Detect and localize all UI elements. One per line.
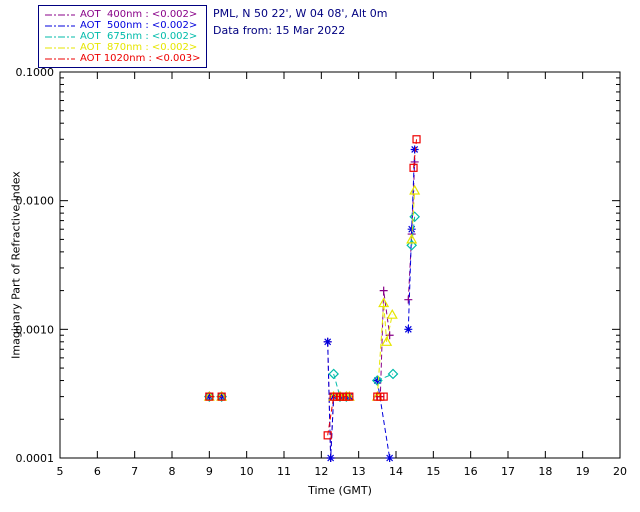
x-tick-label: 11 (277, 465, 291, 478)
plot-box (59, 71, 621, 459)
x-axis-label: Time (GMT) (308, 484, 372, 497)
x-tick-label: 15 (426, 465, 440, 478)
legend-item: AOT 400nm : <0.002> (43, 9, 200, 20)
x-tick-label: 10 (240, 465, 254, 478)
legend-box: AOT 400nm : <0.002> AOT 500nm : <0.002> AO… (38, 5, 208, 68)
x-axis: 5 6 7 8 9 10 11 12 13 14 15 16 17 18 19 20 (57, 72, 627, 478)
x-tick-label: 16 (464, 465, 478, 478)
legend-line-sample (45, 58, 75, 59)
x-tick-label: 8 (169, 465, 176, 478)
legend-item: AOT 500nm : <0.002> (43, 20, 200, 31)
legend-item: AOT 870nm : <0.002> (43, 42, 200, 53)
y-tick-label: 0.0100 (16, 195, 55, 208)
y-tick-label: 0.0010 (16, 323, 55, 336)
legend-item: AOT 1020nm : <0.003> (43, 53, 200, 64)
y-axis-label: Imaginary Part of Refractive index (9, 171, 23, 359)
x-tick-label: 14 (389, 465, 403, 478)
x-tick-label: 12 (314, 465, 328, 478)
x-tick-label: 18 (538, 465, 552, 478)
series-aot-870nm (203, 184, 421, 401)
x-tick-label: 9 (206, 465, 213, 478)
legend-label: AOT 500nm : <0.002> (80, 20, 198, 31)
x-tick-label: 17 (501, 465, 515, 478)
y-tick-label: 0.1000 (16, 66, 55, 79)
legend-line-sample (45, 36, 75, 37)
x-tick-label: 7 (131, 465, 138, 478)
series-aot-400nm (205, 157, 419, 462)
x-tick-label: 6 (94, 465, 101, 478)
data-date: Data from: 15 Mar 2022 (213, 24, 346, 37)
legend-line-sample (45, 25, 75, 26)
x-tick-label: 20 (613, 465, 627, 478)
legend-label: AOT 400nm : <0.002> (80, 9, 198, 20)
x-tick-label: 13 (352, 465, 366, 478)
legend-line-sample (45, 47, 75, 48)
y-axis: 0.0001 0.0010 0.0100 0.1000 (16, 66, 620, 465)
legend-item: AOT 675nm : <0.002> (43, 31, 200, 42)
x-tick-label: 19 (576, 465, 590, 478)
legend-label: AOT 675nm : <0.002> (80, 31, 198, 42)
x-tick-label: 5 (57, 465, 64, 478)
legend-label: AOT 1020nm : <0.003> (80, 53, 201, 64)
series-aot-1020nm (205, 135, 421, 440)
station-info: PML, N 50 22', W 04 08', Alt 0m (213, 7, 388, 20)
y-tick-label: 0.0001 (16, 452, 55, 465)
legend-line-sample (45, 14, 75, 15)
legend-label: AOT 870nm : <0.002> (80, 42, 198, 53)
